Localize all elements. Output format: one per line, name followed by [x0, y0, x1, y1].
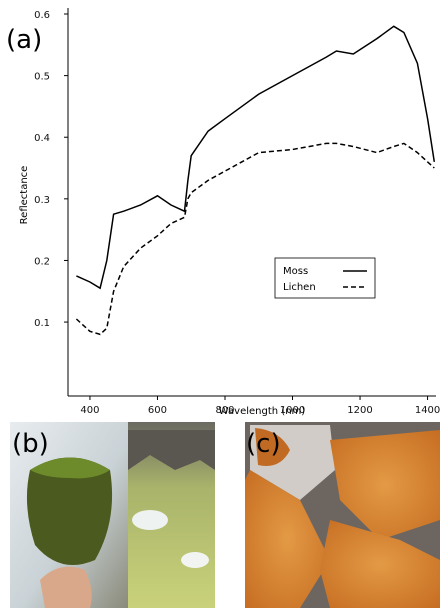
panel-label: (a) — [6, 25, 42, 55]
photo-c — [245, 422, 440, 608]
x-tick-label: 1200 — [347, 405, 372, 416]
legend-label: Lichen — [283, 282, 316, 293]
panel-label: (c) — [246, 429, 281, 459]
y-tick-label: 0.1 — [34, 318, 50, 329]
panel-label: (b) — [12, 429, 49, 459]
y-tick-label: 0.4 — [34, 133, 50, 144]
x-tick-label: 600 — [148, 405, 167, 416]
series-line — [76, 25, 436, 290]
x-tick-label: 1000 — [280, 405, 305, 416]
x-tick-label: 800 — [215, 405, 234, 416]
y-tick-label: 0.3 — [34, 195, 50, 206]
legend-label: Moss — [283, 266, 308, 277]
y-tick-label: 0.6 — [34, 10, 50, 21]
x-tick-label: 1400 — [415, 405, 440, 416]
series-line — [75, 142, 435, 336]
y-axis-label: Reflectance — [19, 166, 30, 225]
x-axis-label: Wavelength (nm) — [219, 406, 305, 417]
y-tick-label: 0.2 — [34, 256, 50, 267]
photo-b — [10, 422, 215, 608]
legend-box — [274, 257, 376, 299]
x-tick-label: 400 — [80, 405, 99, 416]
y-tick-label: 0.5 — [34, 72, 50, 83]
